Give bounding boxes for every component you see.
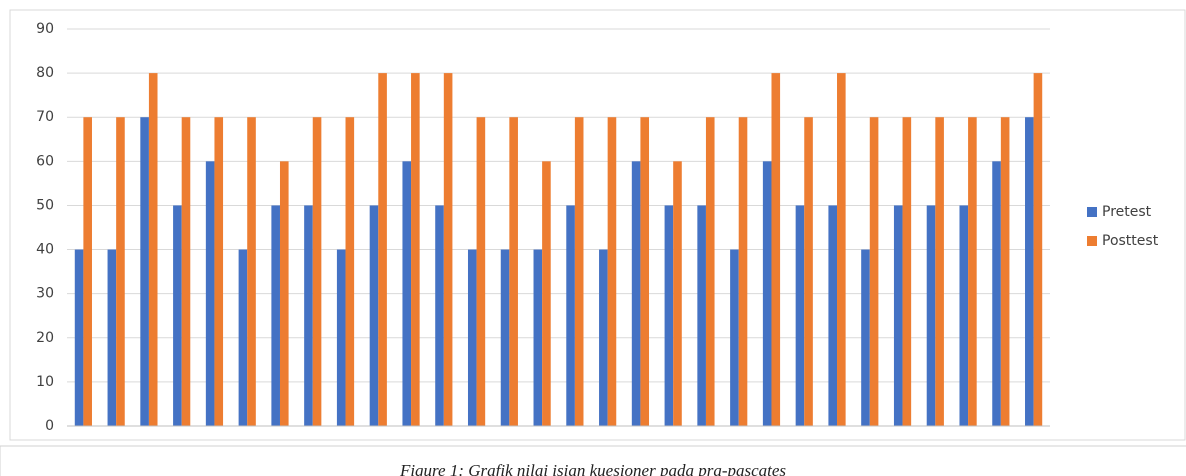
bar	[411, 73, 420, 426]
chart-frame	[9, 9, 1186, 441]
bar	[673, 161, 682, 427]
bar	[926, 205, 936, 426]
bar	[369, 205, 379, 426]
legend-label: Posttest	[1102, 233, 1159, 249]
bar	[181, 117, 191, 426]
bar	[83, 117, 92, 426]
bar	[443, 73, 453, 426]
figure-caption: Figure 1: Grafik nilai isian kuesioner p…	[399, 461, 786, 476]
bar	[828, 205, 838, 426]
bar	[173, 205, 182, 426]
bar	[640, 117, 650, 426]
bar	[607, 117, 617, 426]
bar	[116, 117, 125, 426]
bar	[542, 161, 551, 427]
y-tick-label: 80	[36, 65, 54, 81]
bar	[959, 205, 969, 426]
bar	[214, 117, 224, 426]
bar	[402, 161, 412, 427]
bar	[476, 117, 486, 426]
bar	[205, 161, 215, 427]
y-tick-label: 70	[36, 109, 54, 125]
y-tick-label: 20	[36, 330, 54, 346]
bar	[992, 161, 1001, 427]
bar	[279, 161, 289, 427]
y-tick-label: 60	[36, 153, 54, 169]
bar	[795, 205, 805, 426]
bar	[804, 117, 813, 426]
bar	[312, 117, 322, 426]
bar	[74, 249, 84, 426]
bar	[140, 117, 149, 426]
bar	[247, 117, 256, 426]
bar	[1000, 117, 1010, 426]
legend-swatch	[1087, 207, 1097, 217]
bar	[509, 117, 518, 426]
bar	[304, 205, 313, 426]
bar	[533, 249, 543, 426]
bar	[730, 249, 739, 426]
bar	[631, 161, 641, 427]
legend-label: Pretest	[1102, 204, 1152, 220]
bar	[705, 117, 715, 426]
bar	[1033, 73, 1043, 426]
y-tick-label: 30	[36, 286, 54, 302]
bar	[1025, 117, 1034, 426]
bar	[664, 205, 674, 426]
legend-swatch	[1087, 236, 1097, 246]
bar	[738, 117, 748, 426]
bar	[893, 205, 903, 426]
bar	[762, 161, 772, 427]
y-tick-label: 90	[36, 21, 54, 37]
bar	[837, 73, 846, 426]
bar	[869, 117, 879, 426]
y-tick-label: 0	[45, 418, 54, 434]
bar	[467, 249, 477, 426]
bar	[435, 205, 444, 426]
bar	[107, 249, 117, 426]
bar	[500, 249, 510, 426]
y-tick-label: 50	[36, 197, 54, 213]
bar	[271, 205, 280, 426]
bar	[861, 249, 870, 426]
bar	[935, 117, 944, 426]
bar	[968, 117, 977, 426]
bar	[902, 117, 912, 426]
bar	[697, 205, 706, 426]
y-tick-label: 40	[36, 242, 54, 258]
bar	[336, 249, 346, 426]
y-tick-label: 10	[36, 374, 54, 390]
bar	[566, 205, 575, 426]
bar	[238, 249, 248, 426]
bar	[771, 73, 781, 426]
bar	[574, 117, 584, 426]
bar	[599, 249, 608, 426]
bar	[345, 117, 355, 426]
bar	[378, 73, 387, 426]
bar	[148, 73, 158, 426]
